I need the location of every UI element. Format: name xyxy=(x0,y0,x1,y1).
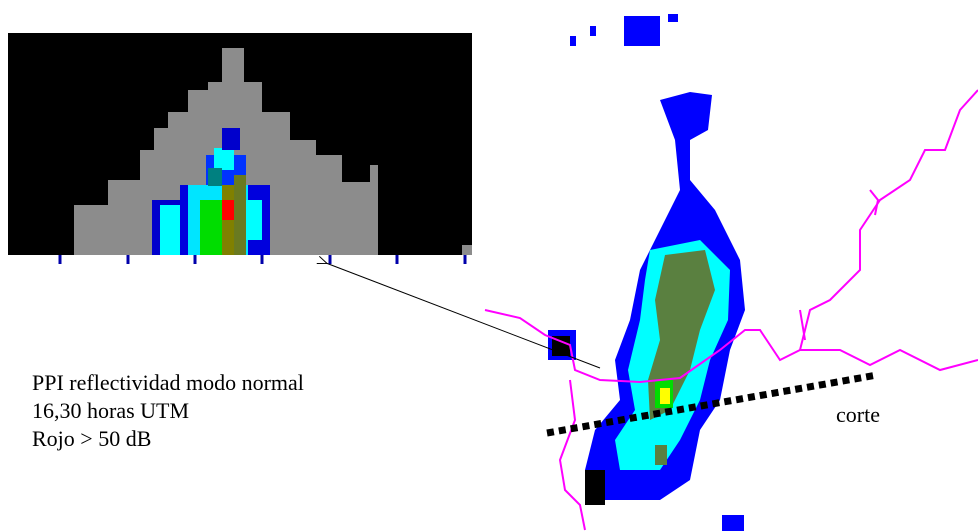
inset-ticks xyxy=(58,255,467,264)
radar-echo xyxy=(548,14,745,531)
caption-line: 16,30 horas UTM xyxy=(32,398,189,423)
boundaries xyxy=(484,89,978,531)
cut-label: corte xyxy=(836,402,880,427)
caption-line: Rojo > 50 dB xyxy=(32,426,151,451)
cut-line xyxy=(546,371,878,437)
caption-line: PPI reflectividad modo normal xyxy=(32,370,304,395)
inset xyxy=(8,33,472,255)
arrow xyxy=(326,263,601,369)
